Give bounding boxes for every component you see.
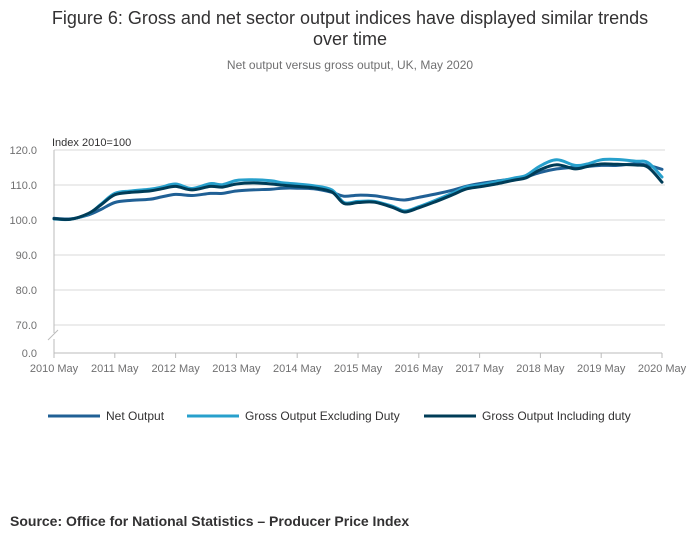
- legend-label-net-output: Net Output: [106, 409, 165, 423]
- x-tick-label: 2015 May: [334, 363, 383, 375]
- y-tick-label: 90.0: [16, 250, 37, 262]
- legend-label-gross-excluding-duty: Gross Output Excluding Duty: [245, 409, 400, 423]
- x-tick-label: 2020 May: [638, 363, 687, 375]
- x-tick-label: 2019 May: [577, 363, 626, 375]
- x-tick-label: 2013 May: [212, 363, 261, 375]
- series-line-net-output: [52, 162, 664, 221]
- chart-subtitle: Net output versus gross output, UK, May …: [227, 58, 473, 72]
- y-tick-label: 80.0: [16, 285, 37, 297]
- x-tick-label: 2016 May: [395, 363, 444, 375]
- x-tick-label: 2017 May: [455, 363, 504, 375]
- chart-title-line-1: Figure 6: Gross and net sector output in…: [52, 8, 648, 28]
- y-tick-label: 120.0: [9, 145, 37, 157]
- series-lines: [52, 157, 664, 222]
- x-axis: 2010 May 2011 May 2012 May 2013 May 2014 May…: [30, 352, 687, 375]
- gridlines: [53, 149, 665, 353]
- legend: Net Output Gross Output Excluding Duty G…: [48, 409, 631, 423]
- x-tick-label: 2014 May: [273, 363, 322, 375]
- y-axis-label: Index 2010=100: [52, 137, 131, 149]
- x-tick-label: 2012 May: [151, 363, 200, 375]
- series-line-gross-including-duty: [52, 162, 664, 222]
- legend-label-gross-including-duty: Gross Output Including duty: [482, 409, 631, 423]
- axis-break-icon: [47, 329, 59, 341]
- x-tick-label: 2011 May: [91, 363, 139, 375]
- legend-item-gross-excluding-duty: Gross Output Excluding Duty: [187, 409, 400, 423]
- y-axis-ticks: 120.0 110.0 100.0 90.0 80.0 70.0 0.0: [9, 145, 37, 360]
- y-tick-label: 70.0: [16, 320, 37, 332]
- legend-item-gross-including-duty: Gross Output Including duty: [424, 409, 631, 423]
- source-note: Source: Office for National Statistics –…: [10, 513, 410, 529]
- legend-item-net-output: Net Output: [48, 409, 165, 423]
- x-tick-label: 2010 May: [30, 363, 79, 375]
- chart-title-line-2: over time: [313, 29, 387, 49]
- y-tick-label: 100.0: [9, 215, 37, 227]
- x-tick-label: 2018 May: [516, 363, 565, 375]
- y-tick-label: 110.0: [10, 180, 37, 192]
- y-tick-label: 0.0: [22, 348, 37, 360]
